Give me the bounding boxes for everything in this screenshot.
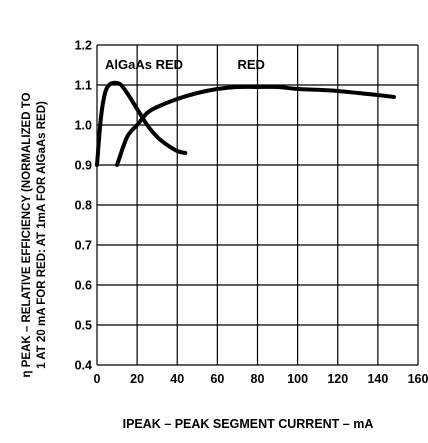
y-tick-label-0.8: 0.8 [75, 199, 92, 213]
series-line-red [115, 84, 396, 167]
series-label-algaas-red: AlGaAs RED [105, 57, 183, 72]
y-tick-label-0.7: 0.7 [75, 239, 92, 253]
y-axis-title: η PEAK – RELATIVE EFFICIENCY (NORMALIZED… [21, 92, 48, 377]
x-tick-label-0: 0 [94, 372, 101, 386]
x-axis-title: IPEAK – PEAK SEGMENT CURRENT – mA [123, 417, 374, 431]
series-labels: AlGaAs RED RED [105, 57, 265, 72]
y-tick-label-1.2: 1.2 [75, 39, 92, 53]
x-tick-label-80: 80 [251, 372, 265, 386]
y-tick-label-1.1: 1.1 [75, 79, 92, 93]
y-tick-label-0.4: 0.4 [75, 359, 92, 373]
y-tick-label-0.5: 0.5 [75, 319, 92, 333]
x-tick-label-160: 160 [408, 372, 428, 386]
tick-labels: 0 20 40 60 80 100 120 140 160 0.4 0.5 0.6 0.7 0.8 0.9 1… [75, 39, 428, 387]
x-tick-label-100: 100 [287, 372, 308, 386]
x-tick-label-20: 20 [130, 372, 144, 386]
series-line-algaas-red [95, 80, 188, 167]
y-axis-title-line2: 1 AT 20 mA FOR RED: AT 1mA FOR AlGaAs RE… [36, 101, 48, 369]
y-axis-title-line1: η PEAK – RELATIVE EFFICIENCY (NORMALIZED… [21, 92, 33, 377]
x-tick-label-40: 40 [170, 372, 184, 386]
y-tick-label-0.6: 0.6 [75, 279, 92, 293]
series-label-red: RED [237, 57, 264, 72]
y-tick-label-0.9: 0.9 [75, 159, 92, 173]
x-tick-label-120: 120 [327, 372, 348, 386]
x-tick-label-60: 60 [210, 372, 224, 386]
x-tick-label-140: 140 [367, 372, 388, 386]
series-lines [95, 80, 396, 167]
y-tick-label-1.0: 1.0 [75, 119, 92, 133]
